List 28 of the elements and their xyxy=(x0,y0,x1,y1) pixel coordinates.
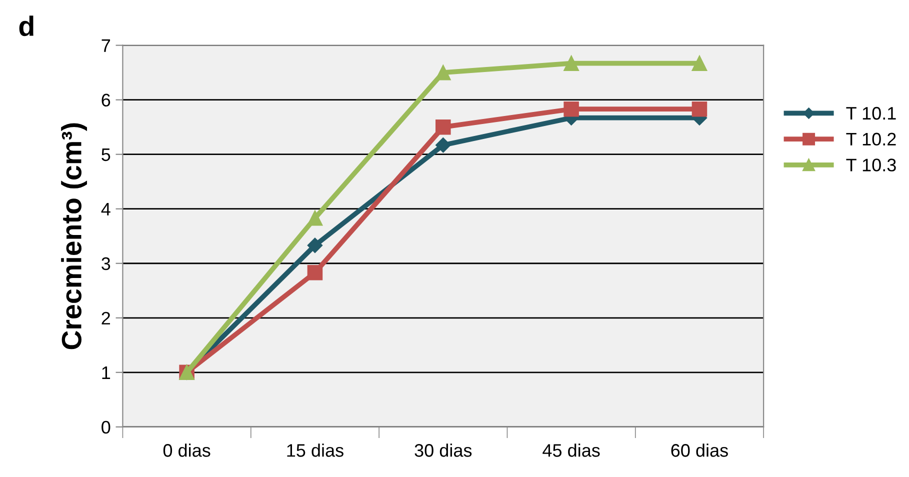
point xyxy=(436,138,451,153)
point xyxy=(692,101,708,117)
y-tick-label: 7 xyxy=(102,39,110,52)
y-axis-title: Crecmiento (cm³) xyxy=(61,123,87,350)
legend-label: T 10.3 xyxy=(846,158,896,172)
y-tick-label: 0 xyxy=(102,420,110,434)
point xyxy=(692,56,708,71)
text: d xyxy=(19,16,34,36)
y-tick-label: 1 xyxy=(102,366,110,379)
x-tick-label: 30 dias xyxy=(414,444,472,457)
legend-label: T 10.2 xyxy=(846,132,896,146)
point xyxy=(436,64,451,80)
point xyxy=(307,210,323,226)
x-tick-label: 0 dias xyxy=(163,444,210,457)
point xyxy=(436,119,451,135)
legend-label: T 10.1 xyxy=(846,106,896,120)
y-tick-label: 2 xyxy=(102,312,110,324)
point xyxy=(564,101,579,117)
y-tick-label: 4 xyxy=(101,202,110,216)
x-tick-label: 60 dias xyxy=(671,444,728,457)
x-tick-label: 45 dias xyxy=(542,444,600,457)
y-tick-label: 3 xyxy=(102,257,110,270)
x-tick-label: 15 dias xyxy=(287,444,344,457)
y-tick-label: 6 xyxy=(102,94,110,107)
point xyxy=(307,265,323,280)
point xyxy=(307,238,323,253)
point xyxy=(564,56,579,71)
y-tick-label: 5 xyxy=(102,148,110,162)
